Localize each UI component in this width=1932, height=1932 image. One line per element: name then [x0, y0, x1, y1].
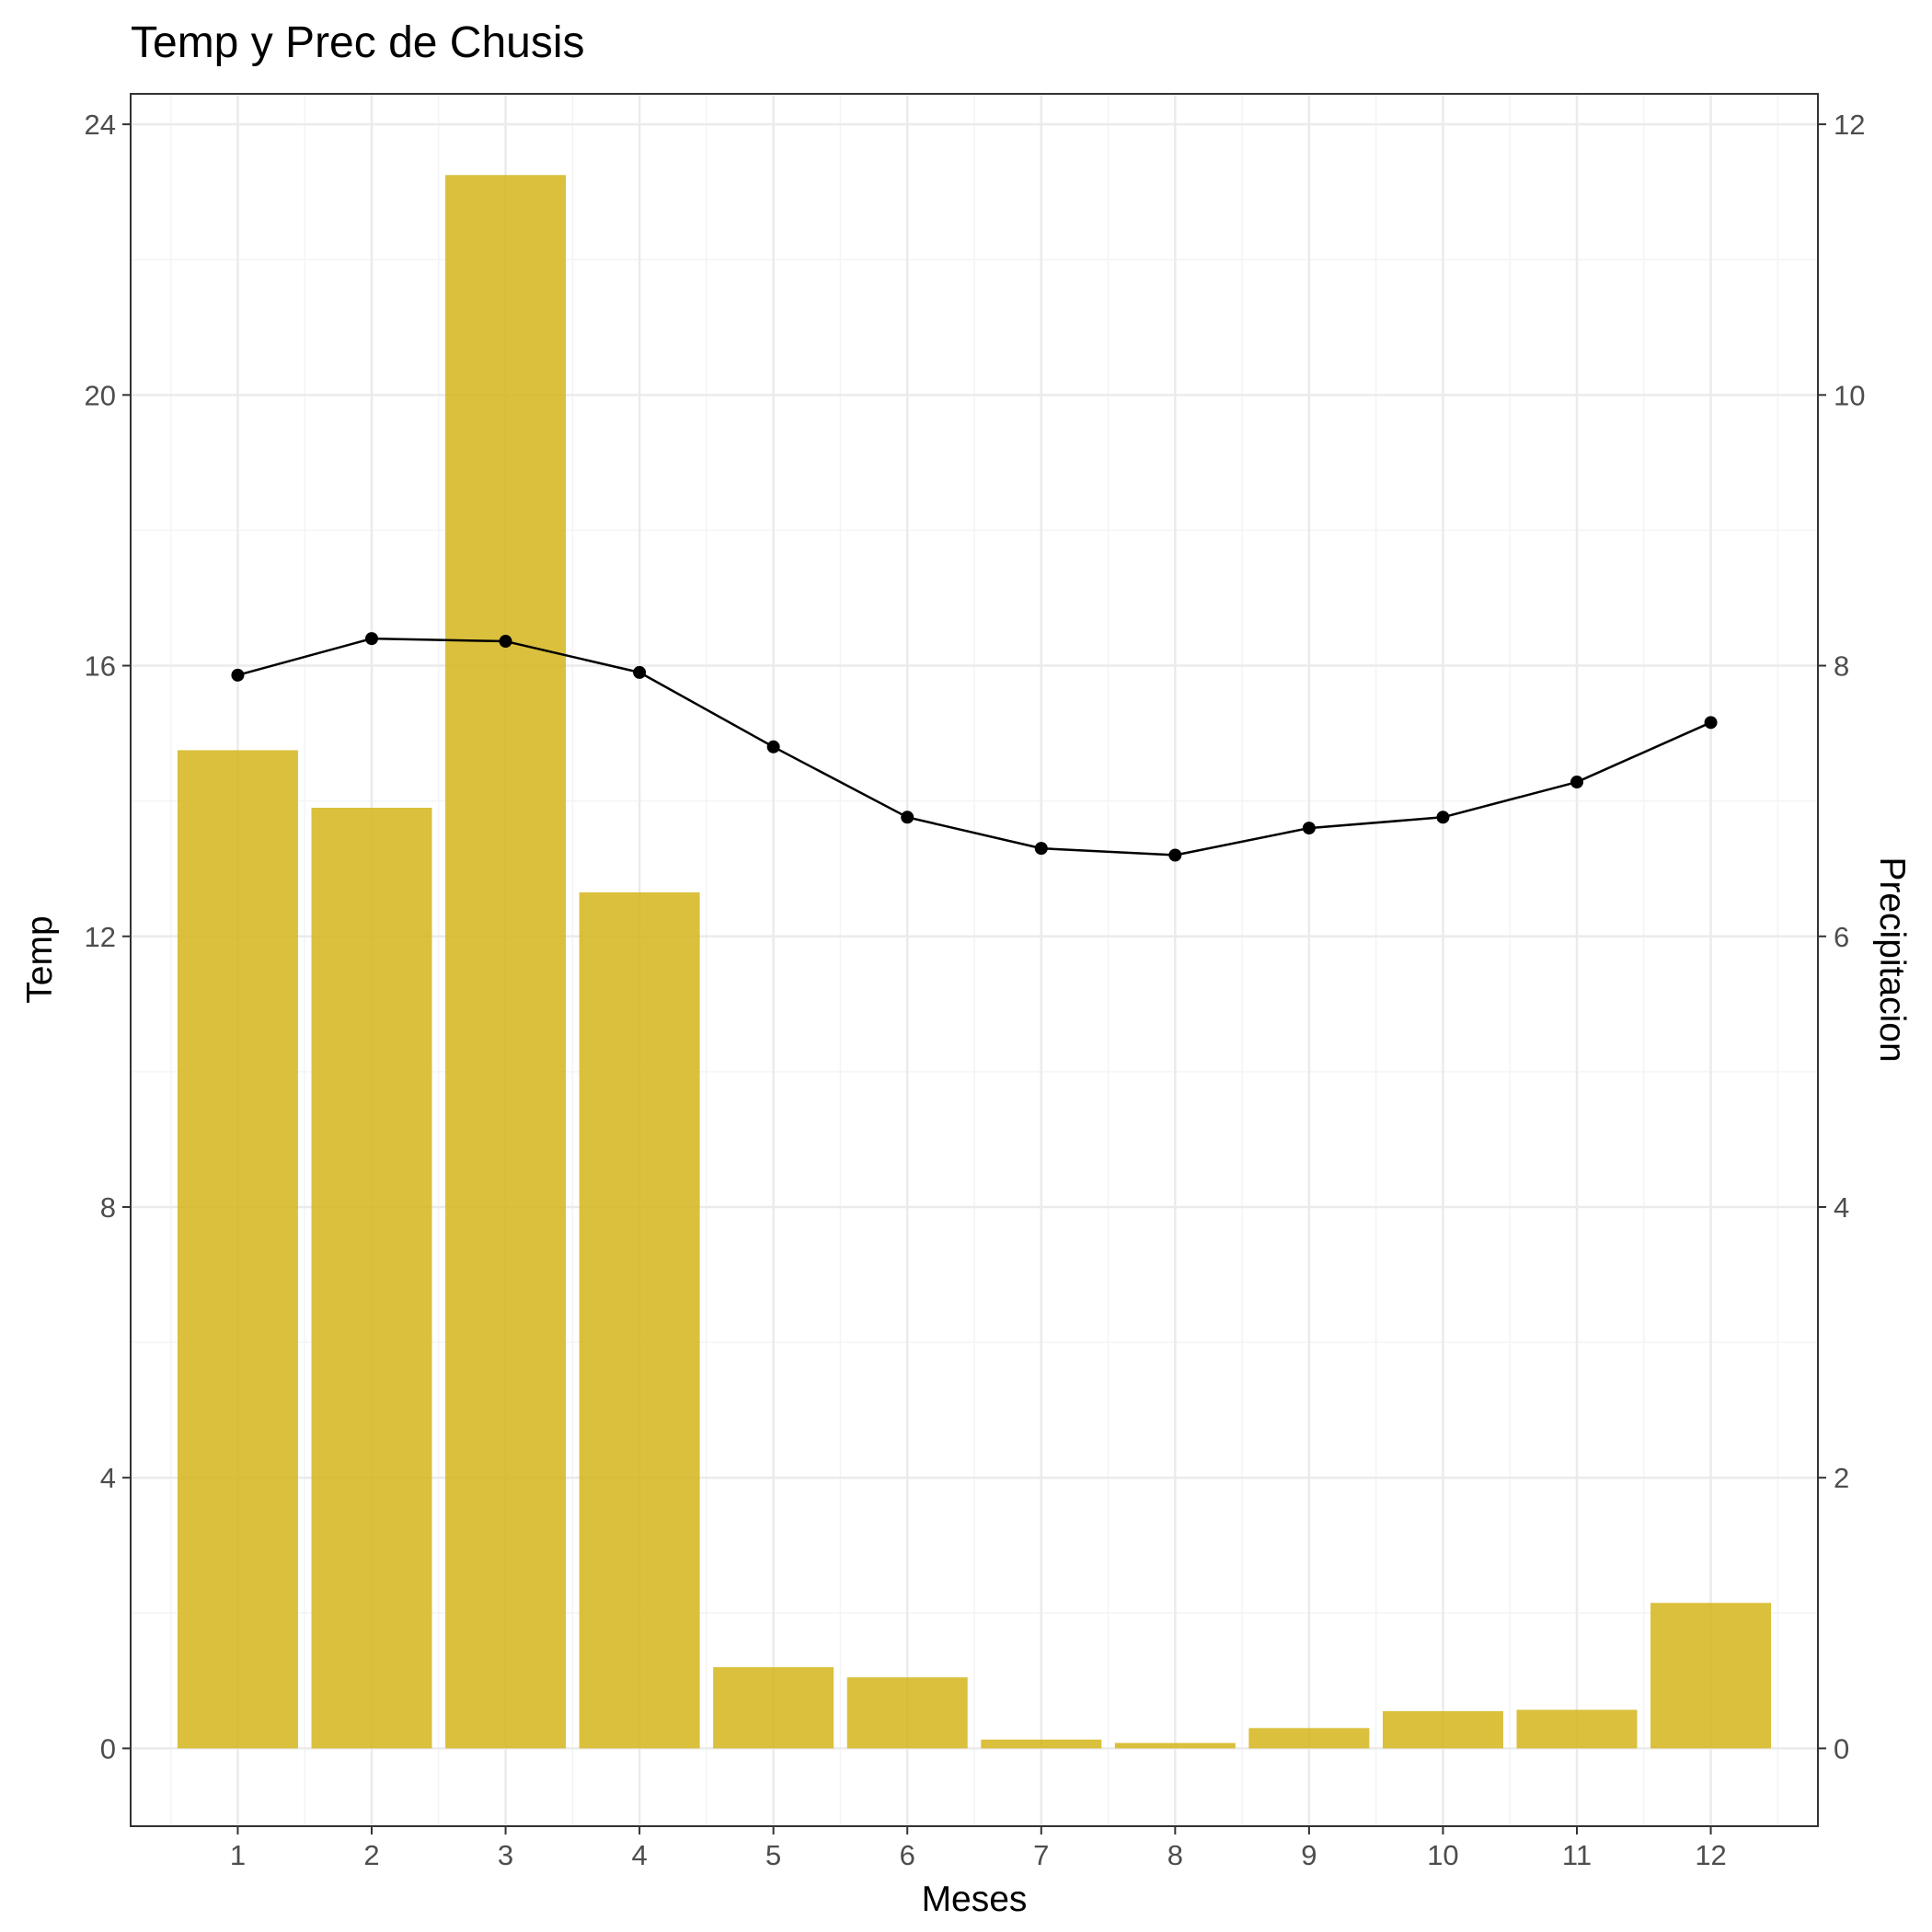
- bar: [579, 891, 700, 1749]
- y2-axis-title: Precipitacion: [1872, 857, 1912, 1062]
- y2-tick-label: 6: [1834, 921, 1849, 953]
- y2-tick-label: 0: [1834, 1732, 1849, 1765]
- x-tick-label: 9: [1301, 1839, 1317, 1871]
- bar: [1248, 1728, 1370, 1749]
- y2-tick-label: 10: [1834, 379, 1865, 411]
- bar: [981, 1739, 1102, 1749]
- bar: [713, 1667, 834, 1749]
- y-tick-label: 8: [100, 1191, 116, 1224]
- bar: [1382, 1710, 1503, 1749]
- bar: [1650, 1603, 1772, 1749]
- line-point: [766, 740, 780, 753]
- line-point: [901, 811, 914, 824]
- bar: [1114, 1742, 1236, 1749]
- line-point: [1704, 716, 1718, 730]
- line-point: [1436, 811, 1450, 824]
- y-tick-label: 4: [100, 1462, 116, 1494]
- bar: [1516, 1709, 1638, 1749]
- x-tick-label: 2: [363, 1839, 379, 1871]
- x-tick-label: 3: [498, 1839, 513, 1871]
- bar: [445, 175, 567, 1749]
- line-point: [1570, 776, 1583, 789]
- line-point: [633, 665, 647, 679]
- y-tick-label: 12: [85, 921, 116, 953]
- y-tick-label: 16: [85, 650, 116, 683]
- x-tick-label: 8: [1167, 1839, 1183, 1871]
- x-tick-label: 6: [900, 1839, 915, 1871]
- y-tick-label: 24: [85, 109, 116, 141]
- x-tick-label: 1: [230, 1839, 246, 1871]
- line-point: [365, 632, 378, 646]
- line-point: [1034, 842, 1048, 856]
- x-axis-title: Meses: [922, 1880, 1028, 1919]
- y-axis-title: Temp: [20, 915, 60, 1003]
- y2-tick-label: 2: [1834, 1462, 1849, 1494]
- line-point: [1168, 848, 1182, 862]
- bar: [177, 750, 298, 1749]
- series-line: [237, 637, 1712, 857]
- line-point: [231, 668, 245, 682]
- panel-border: [130, 93, 1819, 1827]
- x-tick-label: 5: [765, 1839, 781, 1871]
- bar: [846, 1677, 968, 1749]
- x-tick-label: 10: [1427, 1839, 1458, 1871]
- line-point: [499, 635, 512, 649]
- y2-tick-label: 4: [1834, 1191, 1849, 1224]
- y-tick-label: 20: [85, 379, 116, 411]
- y2-tick-label: 8: [1834, 650, 1849, 683]
- y2-tick-label: 12: [1834, 109, 1865, 141]
- x-tick-label: 4: [631, 1839, 647, 1871]
- line-series: [231, 632, 1718, 862]
- bar-series: [177, 175, 1772, 1749]
- x-tick-label: 11: [1562, 1839, 1592, 1871]
- x-tick-label: 12: [1695, 1839, 1726, 1871]
- chart-title: Temp y Prec de Chusis: [131, 18, 585, 67]
- x-tick-label: 7: [1033, 1839, 1049, 1871]
- bar: [311, 808, 432, 1749]
- line-point: [1302, 822, 1316, 835]
- y-tick-label: 0: [100, 1732, 116, 1765]
